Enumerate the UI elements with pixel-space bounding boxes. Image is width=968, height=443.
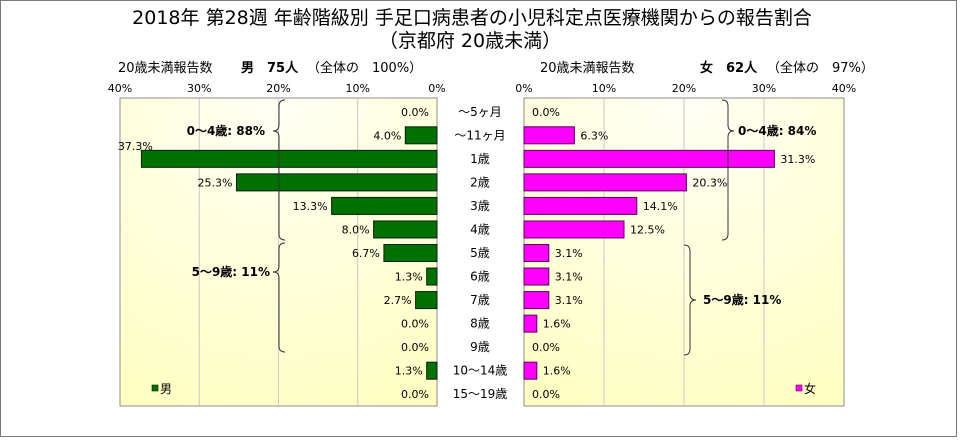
female-bar	[523, 220, 625, 239]
male-legend-label: 男	[160, 382, 172, 396]
category-label: 1歳	[470, 152, 490, 166]
male-value-label: 0.0%	[401, 388, 429, 401]
male-value-label: 13.3%	[293, 200, 328, 213]
male-value-label: 0.0%	[401, 318, 429, 331]
male-bar	[404, 126, 438, 145]
male-bar	[235, 173, 438, 192]
female-age-0-4-brace	[721, 99, 735, 241]
female-age-0-4-annotation: 0～4歳: 84%	[738, 123, 816, 138]
female-axis-tick-label: 10%	[592, 82, 616, 95]
male-bar	[373, 220, 438, 239]
category-label: 8歳	[470, 317, 490, 331]
male-header-count: 男 75人	[241, 60, 299, 76]
female-bar	[523, 149, 775, 168]
female-value-label: 3.1%	[555, 294, 583, 307]
female-bar	[523, 267, 550, 286]
female-value-label: 1.6%	[543, 318, 571, 331]
female-value-label: 3.1%	[555, 271, 583, 284]
female-age-5-9-brace	[683, 244, 697, 356]
female-axis-tick-label: 40%	[832, 82, 856, 95]
male-axis-tick-label: 20%	[266, 82, 290, 95]
male-value-label: 37.3%	[118, 140, 153, 153]
male-bar	[426, 361, 438, 380]
category-label: 5歳	[470, 246, 490, 260]
female-value-label: 0.0%	[532, 341, 560, 354]
category-label: 9歳	[470, 340, 490, 354]
category-label: 15～19歳	[453, 387, 508, 401]
bars-and-value-labels: 0.0%4.0%37.3%25.3%13.3%8.0%6.7%1.3%2.7%0…	[118, 106, 815, 401]
category-label: ～11ヶ月	[454, 128, 505, 142]
female-value-label: 3.1%	[555, 247, 583, 260]
female-header-count: 女 62人	[700, 60, 758, 76]
axis-tick-labels: 0% 0% 10% 10% 20% 20% 30% 30% 40% 40%	[108, 82, 856, 95]
male-value-label: 1.3%	[395, 365, 423, 378]
female-value-label: 20.3%	[692, 176, 727, 189]
category-label: 4歳	[470, 222, 490, 236]
female-value-label: 1.6%	[543, 365, 571, 378]
category-label: 2歳	[470, 175, 490, 189]
female-bar	[523, 314, 538, 333]
male-value-label: 1.3%	[395, 271, 423, 284]
category-labels: ～5ヶ月 ～11ヶ月 1歳 2歳 3歳 4歳 5歳 6歳 7歳 8歳 9歳 10～14歳 15～19歳	[453, 105, 508, 401]
female-legend-label: 女	[804, 381, 816, 396]
female-age-5-9-annotation: 5～9歳: 11%	[703, 292, 781, 307]
female-value-label: 14.1%	[643, 200, 678, 213]
female-legend-swatch	[795, 384, 803, 392]
female-axis-tick-label: 30%	[752, 82, 776, 95]
male-bar	[140, 149, 438, 168]
female-header-label: 20歳未満報告数	[540, 61, 635, 76]
male-bar	[383, 244, 438, 262]
male-value-label: 6.7%	[352, 247, 380, 260]
male-bar	[415, 291, 438, 310]
male-age-0-4-brace	[272, 99, 286, 241]
chart-subtitle: （京都府 20歳未満）	[379, 30, 561, 52]
female-bar	[523, 126, 575, 145]
male-value-label: 25.3%	[198, 176, 233, 189]
chart-title: 2018年 第28週 年齢階級別 手足口病患者の小児科定点医療機関からの報告割合	[132, 7, 812, 29]
female-axis-tick-label: 20%	[672, 82, 696, 95]
male-axis-tick-label: 10%	[346, 82, 370, 95]
category-label: 7歳	[470, 293, 490, 307]
female-value-label: 0.0%	[532, 388, 560, 401]
male-age-0-4-annotation: 0～4歳: 88%	[187, 123, 265, 138]
category-label: 10～14歳	[453, 364, 508, 378]
female-bar	[523, 361, 538, 380]
category-label: 3歳	[470, 199, 490, 213]
female-header-share: （全体の 97%）	[767, 60, 874, 76]
female-value-label: 6.3%	[580, 129, 608, 142]
male-value-label: 0.0%	[401, 106, 429, 119]
male-value-label: 0.0%	[401, 341, 429, 354]
male-value-label: 8.0%	[342, 223, 370, 236]
male-axis-tick-label: 40%	[108, 82, 132, 95]
male-age-5-9-annotation: 5～9歳: 11%	[192, 264, 270, 279]
category-label: ～5ヶ月	[458, 105, 502, 119]
female-value-label: 12.5%	[630, 223, 665, 236]
male-axis-tick-label: 0%	[428, 82, 445, 95]
male-bar	[331, 196, 438, 215]
female-axis-tick-label: 0%	[515, 82, 532, 95]
male-legend-swatch	[151, 384, 159, 392]
female-value-label: 0.0%	[532, 106, 560, 119]
female-bar	[523, 196, 638, 215]
male-header-label: 20歳未満報告数	[118, 61, 213, 76]
female-value-label: 31.3%	[780, 153, 815, 166]
male-header-share: （全体の 100%）	[307, 60, 422, 76]
male-value-label: 4.0%	[373, 129, 401, 142]
female-bar	[523, 173, 687, 192]
category-label: 6歳	[470, 270, 490, 284]
male-age-5-9-brace	[272, 242, 286, 353]
female-bar	[523, 291, 550, 310]
male-value-label: 2.7%	[384, 294, 412, 307]
female-bar	[523, 244, 550, 262]
male-axis-tick-label: 30%	[187, 82, 211, 95]
male-bar	[426, 267, 438, 286]
